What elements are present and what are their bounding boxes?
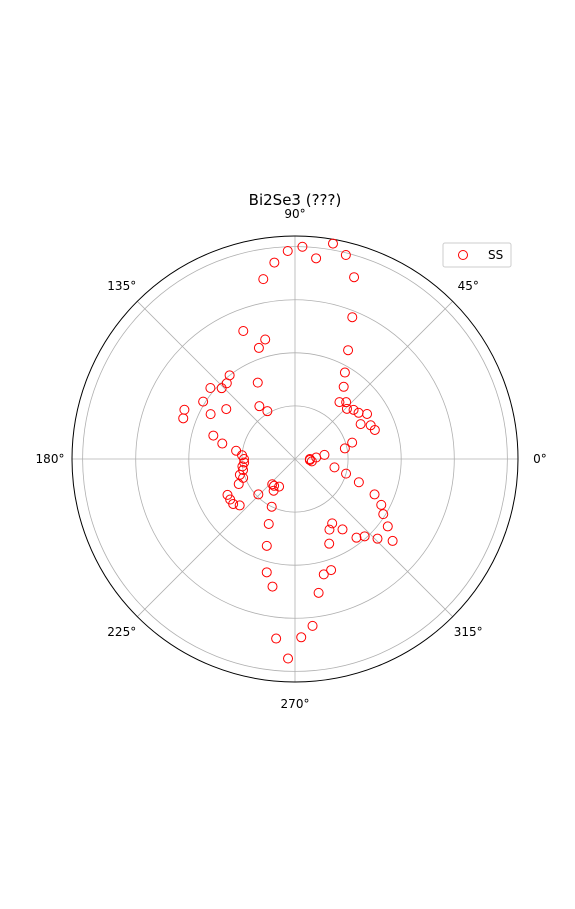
- data-point: [282, 245, 293, 256]
- data-point: [258, 274, 269, 285]
- data-point: [347, 437, 358, 448]
- data-point: [307, 620, 318, 631]
- polar-frame: [71, 235, 519, 683]
- angle-tick-label-135: 135°: [107, 279, 136, 293]
- data-point: [179, 404, 190, 415]
- data-point: [221, 378, 232, 389]
- data-point: [319, 449, 330, 460]
- data-point: [337, 524, 348, 535]
- data-point: [260, 334, 271, 345]
- data-point: [378, 509, 389, 520]
- data-point: [238, 326, 249, 337]
- angle-tick-label-0: 0°: [533, 452, 547, 466]
- data-point: [252, 377, 263, 388]
- data-point: [253, 342, 264, 353]
- data-point: [382, 521, 393, 532]
- data-point: [231, 445, 242, 456]
- angular-gridline-225: [137, 458, 296, 617]
- data-point: [343, 345, 354, 356]
- series-points: [178, 238, 398, 664]
- data-point: [362, 408, 373, 419]
- data-point: [355, 419, 366, 430]
- angular-gridline-135: [137, 301, 296, 460]
- data-point: [359, 531, 370, 542]
- legend-box: [442, 242, 512, 268]
- data-point: [283, 653, 294, 664]
- data-point: [369, 489, 380, 500]
- data-point: [327, 238, 338, 249]
- data-point: [306, 456, 317, 467]
- data-point: [263, 518, 274, 529]
- angular-gridline-315: [294, 458, 453, 617]
- data-point: [372, 533, 383, 544]
- legend-marker: [458, 250, 468, 260]
- data-point: [348, 404, 359, 415]
- data-point: [217, 438, 228, 449]
- data-point: [253, 489, 264, 500]
- data-point: [262, 406, 273, 417]
- data-point: [318, 569, 329, 580]
- data-point: [271, 633, 282, 644]
- data-point: [387, 535, 398, 546]
- data-point: [221, 404, 232, 415]
- data-point: [341, 397, 352, 408]
- data-point: [326, 565, 337, 576]
- angle-tick-labels: 0° 45° 90° 135° 180° 225° 270° 315°: [36, 207, 547, 711]
- data-point: [340, 249, 351, 260]
- data-point: [376, 499, 387, 510]
- data-point: [233, 479, 244, 490]
- data-point: [267, 581, 278, 592]
- angle-tick-label-270: 270°: [281, 697, 310, 711]
- angle-tick-label-315: 315°: [454, 625, 483, 639]
- data-point: [339, 443, 350, 454]
- data-point: [304, 455, 315, 466]
- data-point: [261, 540, 272, 551]
- legend: SS: [442, 242, 512, 268]
- data-point: [208, 430, 219, 441]
- data-point: [324, 524, 335, 535]
- data-point: [339, 367, 350, 378]
- data-point: [234, 500, 245, 511]
- legend-label: SS: [488, 248, 503, 262]
- data-point: [198, 396, 209, 407]
- data-point: [327, 518, 338, 529]
- data-point: [178, 413, 189, 424]
- angle-tick-label-45: 45°: [458, 279, 479, 293]
- data-point: [334, 397, 345, 408]
- data-point: [341, 468, 352, 479]
- angle-tick-label-180: 180°: [36, 452, 65, 466]
- data-point: [269, 480, 280, 491]
- data-point: [329, 462, 340, 473]
- data-point: [205, 383, 216, 394]
- data-point: [347, 312, 358, 323]
- data-point: [351, 532, 362, 543]
- data-point: [311, 253, 322, 264]
- angle-tick-label-90: 90°: [284, 207, 305, 221]
- data-point: [296, 632, 307, 643]
- data-point: [239, 454, 250, 464]
- data-point: [324, 538, 335, 549]
- data-point: [297, 241, 308, 252]
- data-point: [205, 409, 216, 420]
- data-point: [353, 407, 364, 418]
- data-point: [365, 420, 376, 431]
- angle-tick-label-225: 225°: [107, 625, 136, 639]
- data-point: [313, 587, 324, 598]
- data-point: [254, 401, 265, 412]
- chart-title: Bi2Se3 (???): [249, 191, 342, 209]
- data-point: [269, 257, 280, 268]
- data-point: [353, 477, 364, 488]
- data-point: [261, 567, 272, 578]
- data-point: [341, 403, 352, 414]
- data-point: [338, 381, 349, 392]
- data-point: [216, 383, 227, 394]
- data-point: [228, 498, 239, 509]
- grid: [72, 236, 518, 682]
- data-point: [274, 481, 285, 492]
- angular-gridline-45: [294, 301, 453, 460]
- data-point: [267, 479, 278, 490]
- data-point: [266, 501, 277, 512]
- data-point: [349, 272, 360, 283]
